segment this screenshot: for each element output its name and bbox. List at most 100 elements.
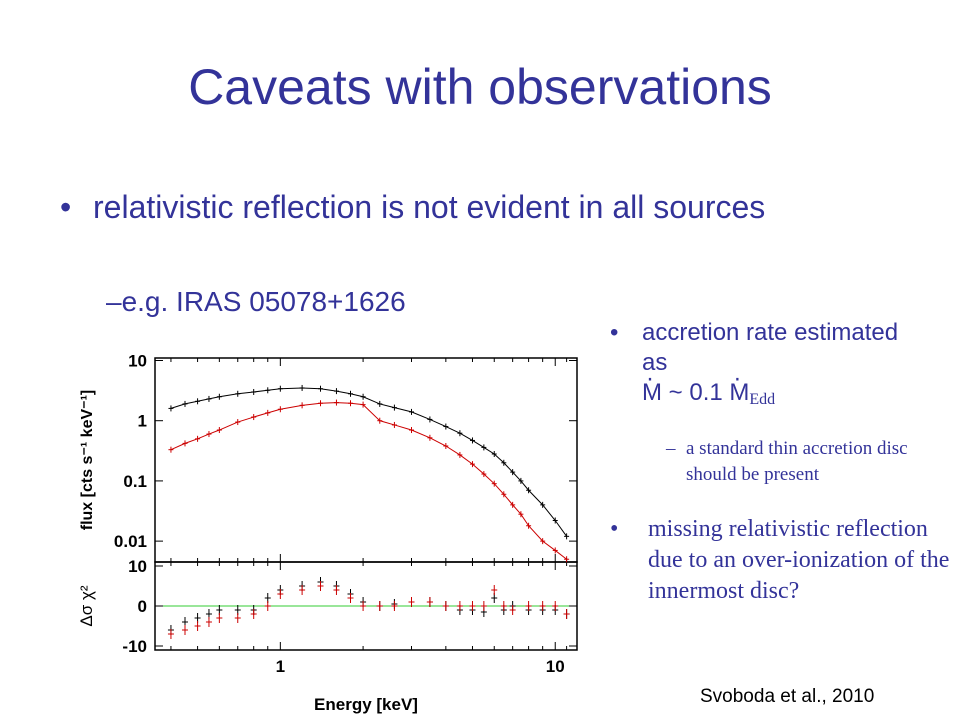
- spectrum-chart: 1 10 Energy [keV] 10 1 0.1 0.01 flux [cts s⁻¹ k…: [77, 351, 578, 714]
- residual-data-point: [539, 601, 546, 611]
- flux-data-point: [168, 405, 174, 412]
- bullet-text: relativistic reflection is not evident i…: [93, 189, 766, 225]
- residual-data-point: [333, 585, 340, 595]
- top-y-tick-label: 10: [128, 351, 147, 370]
- flux-data-point: [540, 501, 546, 508]
- residual-data-point: [182, 625, 189, 635]
- flux-data-point: [491, 480, 497, 487]
- residual-data-point: [194, 621, 201, 631]
- flux-data-point: [427, 416, 433, 423]
- flux-data-point: [491, 450, 497, 457]
- flux-data-point: [481, 444, 487, 451]
- edd-subscript: Edd: [749, 391, 776, 408]
- bottom-y-tick-label: 10: [128, 557, 147, 576]
- flux-data-point: [182, 440, 188, 447]
- sub-bullet-dash: –: [666, 438, 676, 459]
- flux-data-point: [518, 477, 524, 484]
- sub-bullet-dash: –: [106, 286, 122, 317]
- residual-data-point: [469, 601, 476, 611]
- residual-data-point: [552, 601, 559, 611]
- flux-data-point: [510, 501, 516, 508]
- x-tick-label: 10: [546, 657, 565, 676]
- residual-data-point: [426, 597, 433, 607]
- flux-data-point: [318, 400, 324, 407]
- sub-bullet-text: a standard thin accretion disc should be…: [686, 438, 908, 485]
- bullet-text: missing relativistic reflection due to a…: [648, 516, 950, 604]
- flux-data-point: [265, 387, 271, 394]
- flux-data-point: [526, 522, 532, 529]
- bottom-y-tick-label: 0: [138, 597, 147, 616]
- x-axis-label: Energy [keV]: [314, 695, 418, 714]
- residual-data-point: [264, 601, 271, 611]
- flux-data-point: [182, 400, 188, 407]
- sub-bullet-text: e.g. IRAS 05078+1626: [121, 286, 406, 317]
- top-y-tick-label: 1: [138, 412, 147, 431]
- bottom-y-axis-label: Δσ χ²: [77, 585, 96, 626]
- flux-data-point: [195, 435, 201, 442]
- residual-data-point: [509, 605, 516, 615]
- flux-data-point: [277, 385, 283, 392]
- flux-data-point: [299, 402, 305, 409]
- residual-data-point: [205, 617, 212, 627]
- flux-data-point: [360, 393, 366, 400]
- x-tick-label: 1: [276, 657, 285, 676]
- flux-data-point: [216, 427, 222, 434]
- flux-data-point: [443, 443, 449, 450]
- flux-data-point: [501, 459, 507, 466]
- residual-data-point: [234, 613, 241, 623]
- flux-data-point: [552, 517, 558, 524]
- flux-data-point: [501, 491, 507, 498]
- flux-data-point: [333, 388, 339, 395]
- approx-value: ~ 0.1: [668, 379, 723, 406]
- flux-data-point: [251, 388, 257, 395]
- citation: Svoboda et al., 2010: [700, 686, 875, 707]
- flux-data-point: [206, 395, 212, 402]
- flux-data-point: [206, 431, 212, 438]
- flux-model-line: [170, 402, 567, 560]
- flux-data-point: [457, 451, 463, 458]
- flux-data-point: [195, 398, 201, 405]
- sub-bullet-thin-disc: – a standard thin accretion disc should …: [666, 436, 956, 488]
- residual-data-point: [480, 601, 487, 611]
- residual-data-point: [347, 593, 354, 603]
- flux-data-point: [216, 393, 222, 400]
- flux-data-point: [251, 414, 257, 421]
- residual-data-point: [456, 601, 463, 611]
- residual-data-point: [408, 597, 415, 607]
- slide-title: Caveats with observations: [188, 59, 772, 115]
- residual-data-point: [317, 581, 324, 591]
- residual-data-point: [563, 609, 570, 619]
- top-panel-frame: [154, 357, 578, 563]
- flux-data-point: [457, 430, 463, 437]
- flux-data-point: [333, 399, 339, 406]
- flux-data-point: [481, 471, 487, 478]
- flux-data-point: [518, 511, 524, 518]
- flux-data-point: [277, 406, 283, 413]
- top-y-tick-label: 0.01: [114, 532, 147, 551]
- residual-data-point: [216, 613, 223, 623]
- flux-data-point: [526, 487, 532, 494]
- flux-data-point: [348, 390, 354, 397]
- flux-data-point: [360, 401, 366, 408]
- bullet-missing-reflection: • missing relativistic reflection due to…: [610, 514, 950, 607]
- flux-data-point: [564, 533, 570, 540]
- flux-data-point: [235, 390, 241, 397]
- flux-data-point: [564, 556, 570, 563]
- flux-data-point: [318, 385, 324, 392]
- residual-data-point: [491, 585, 498, 595]
- top-y-tick-label: 0.1: [123, 472, 147, 491]
- flux-data-point: [469, 437, 475, 444]
- bullet-dot: •: [610, 516, 619, 542]
- residual-data-point: [277, 589, 284, 599]
- flux-data-point: [168, 446, 174, 453]
- bullet-relativistic-reflection: • relativistic reflection is not evident…: [60, 186, 880, 228]
- flux-data-point: [408, 408, 414, 415]
- residual-data-point: [500, 601, 507, 611]
- bottom-y-tick-label: -10: [122, 637, 147, 656]
- bullet-dot: •: [610, 319, 619, 346]
- flux-data-point: [469, 461, 475, 468]
- residual-data-point: [250, 609, 257, 619]
- bullet-accretion-rate: • accretion rate estimated as M ~ 0.1 ME…: [610, 318, 910, 415]
- residual-data-point: [376, 601, 383, 611]
- residual-data-point: [391, 601, 398, 611]
